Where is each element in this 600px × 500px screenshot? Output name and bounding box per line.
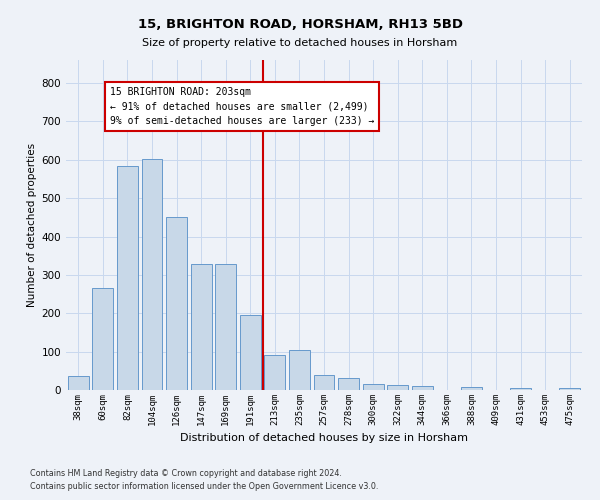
- Bar: [240, 315, 261, 390]
- Bar: [314, 376, 334, 390]
- X-axis label: Distribution of detached houses by size in Horsham: Distribution of detached houses by size …: [180, 434, 468, 444]
- Bar: [510, 388, 531, 390]
- Bar: [117, 166, 138, 390]
- Bar: [412, 386, 433, 390]
- Bar: [559, 388, 580, 390]
- Bar: [68, 376, 89, 390]
- Bar: [215, 264, 236, 390]
- Bar: [265, 356, 286, 390]
- Bar: [461, 388, 482, 390]
- Text: 15, BRIGHTON ROAD, HORSHAM, RH13 5BD: 15, BRIGHTON ROAD, HORSHAM, RH13 5BD: [137, 18, 463, 30]
- Bar: [142, 158, 163, 390]
- Text: 15 BRIGHTON ROAD: 203sqm
← 91% of detached houses are smaller (2,499)
9% of semi: 15 BRIGHTON ROAD: 203sqm ← 91% of detach…: [110, 87, 374, 126]
- Bar: [92, 288, 113, 390]
- Bar: [166, 218, 187, 390]
- Y-axis label: Number of detached properties: Number of detached properties: [28, 143, 37, 307]
- Text: Size of property relative to detached houses in Horsham: Size of property relative to detached ho…: [142, 38, 458, 48]
- Text: Contains HM Land Registry data © Crown copyright and database right 2024.: Contains HM Land Registry data © Crown c…: [30, 468, 342, 477]
- Bar: [338, 378, 359, 390]
- Bar: [387, 386, 408, 390]
- Bar: [289, 350, 310, 390]
- Text: Contains public sector information licensed under the Open Government Licence v3: Contains public sector information licen…: [30, 482, 379, 491]
- Bar: [191, 264, 212, 390]
- Bar: [362, 384, 383, 390]
